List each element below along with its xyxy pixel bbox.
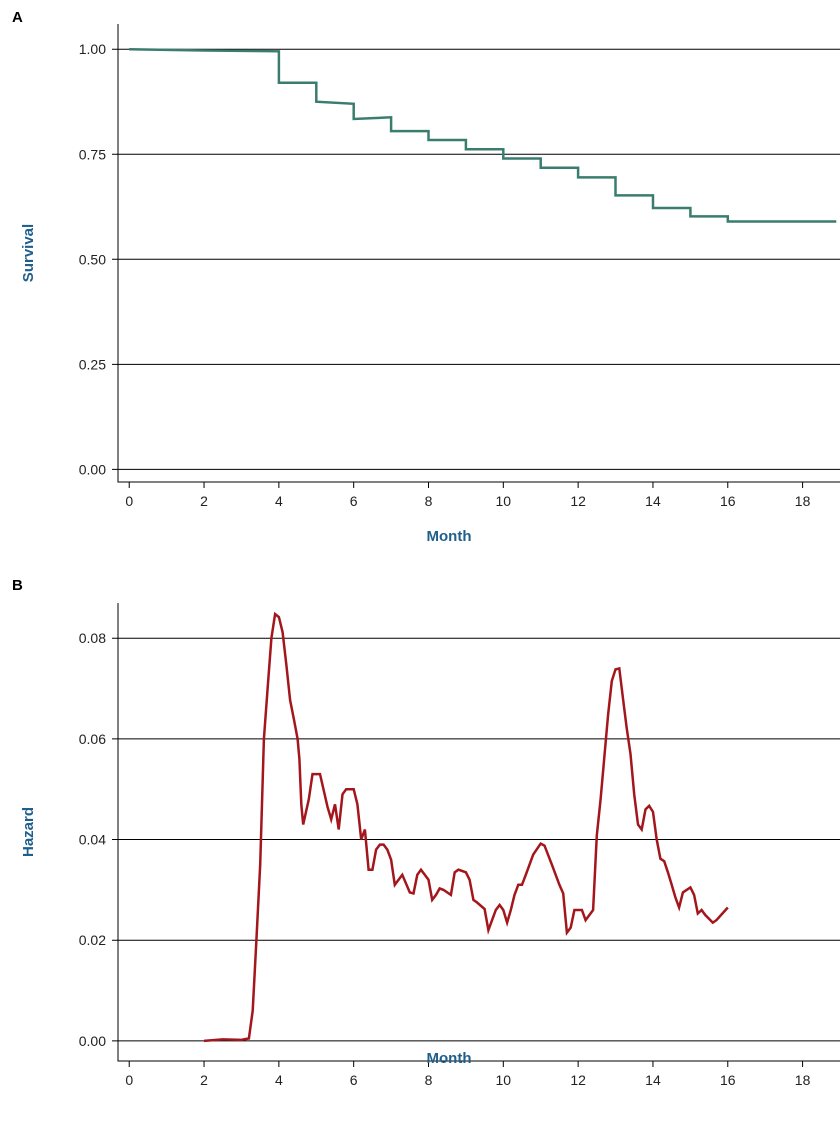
x-tick-label: 16 — [720, 1072, 736, 1088]
x-tick-label: 12 — [570, 493, 586, 509]
survival-panel: A 0.00 0.25 0.50 0.75 1.00 0 2 4 6 8 10 12 14 16 18 M… — [12, 9, 840, 545]
hazard-curve — [203, 611, 729, 1043]
x-tick-label: 14 — [645, 1072, 661, 1088]
y-tick-label: 0.06 — [79, 731, 106, 747]
survival-curve — [129, 47, 837, 223]
x-tick-label: 2 — [200, 493, 208, 509]
x-tick-label: 10 — [496, 493, 512, 509]
x-tick-label: 6 — [350, 493, 358, 509]
panel-label-a: A — [12, 9, 23, 26]
panel-label-b: B — [12, 577, 23, 594]
axis-lines — [117, 24, 840, 483]
y-tick-label: 0.00 — [79, 461, 106, 477]
y-tick-label: 0.00 — [79, 1033, 106, 1049]
x-tick-label: 10 — [496, 1072, 512, 1088]
x-tick-label: 18 — [795, 1072, 811, 1088]
x-tick-label: 2 — [200, 1072, 208, 1088]
y-axis-title: Hazard — [20, 807, 37, 857]
y-tick-label: 0.04 — [79, 832, 106, 848]
y-tick-label: 0.50 — [79, 251, 106, 267]
x-tick-label: 4 — [275, 1072, 283, 1088]
x-tick-label: 0 — [125, 493, 133, 509]
x-axis-title: Month — [427, 1050, 472, 1067]
x-tick-label: 0 — [125, 1072, 133, 1088]
x-tick-label: 8 — [425, 1072, 433, 1088]
x-tick-label: 4 — [275, 493, 283, 509]
y-axis-title: Survival — [20, 224, 37, 282]
x-tick-label: 16 — [720, 493, 736, 509]
axis-lines — [117, 603, 840, 1062]
x-tick-label: 6 — [350, 1072, 358, 1088]
y-tick-label: 1.00 — [79, 41, 106, 57]
y-tick-label: 0.75 — [79, 146, 106, 162]
x-axis-title: Month — [427, 528, 472, 545]
x-tick-label: 18 — [795, 493, 811, 509]
y-tick-label: 0.25 — [79, 356, 106, 372]
x-tick-label: 14 — [645, 493, 661, 509]
y-tick-label: 0.08 — [79, 630, 106, 646]
hazard-panel: B 0.00 0.02 0.04 0.06 0.08 0 2 4 6 8 10 12 14 16 18 M… — [12, 577, 840, 1088]
y-tick-label: 0.02 — [79, 932, 106, 948]
x-tick-label: 12 — [570, 1072, 586, 1088]
x-tick-label: 8 — [425, 493, 433, 509]
